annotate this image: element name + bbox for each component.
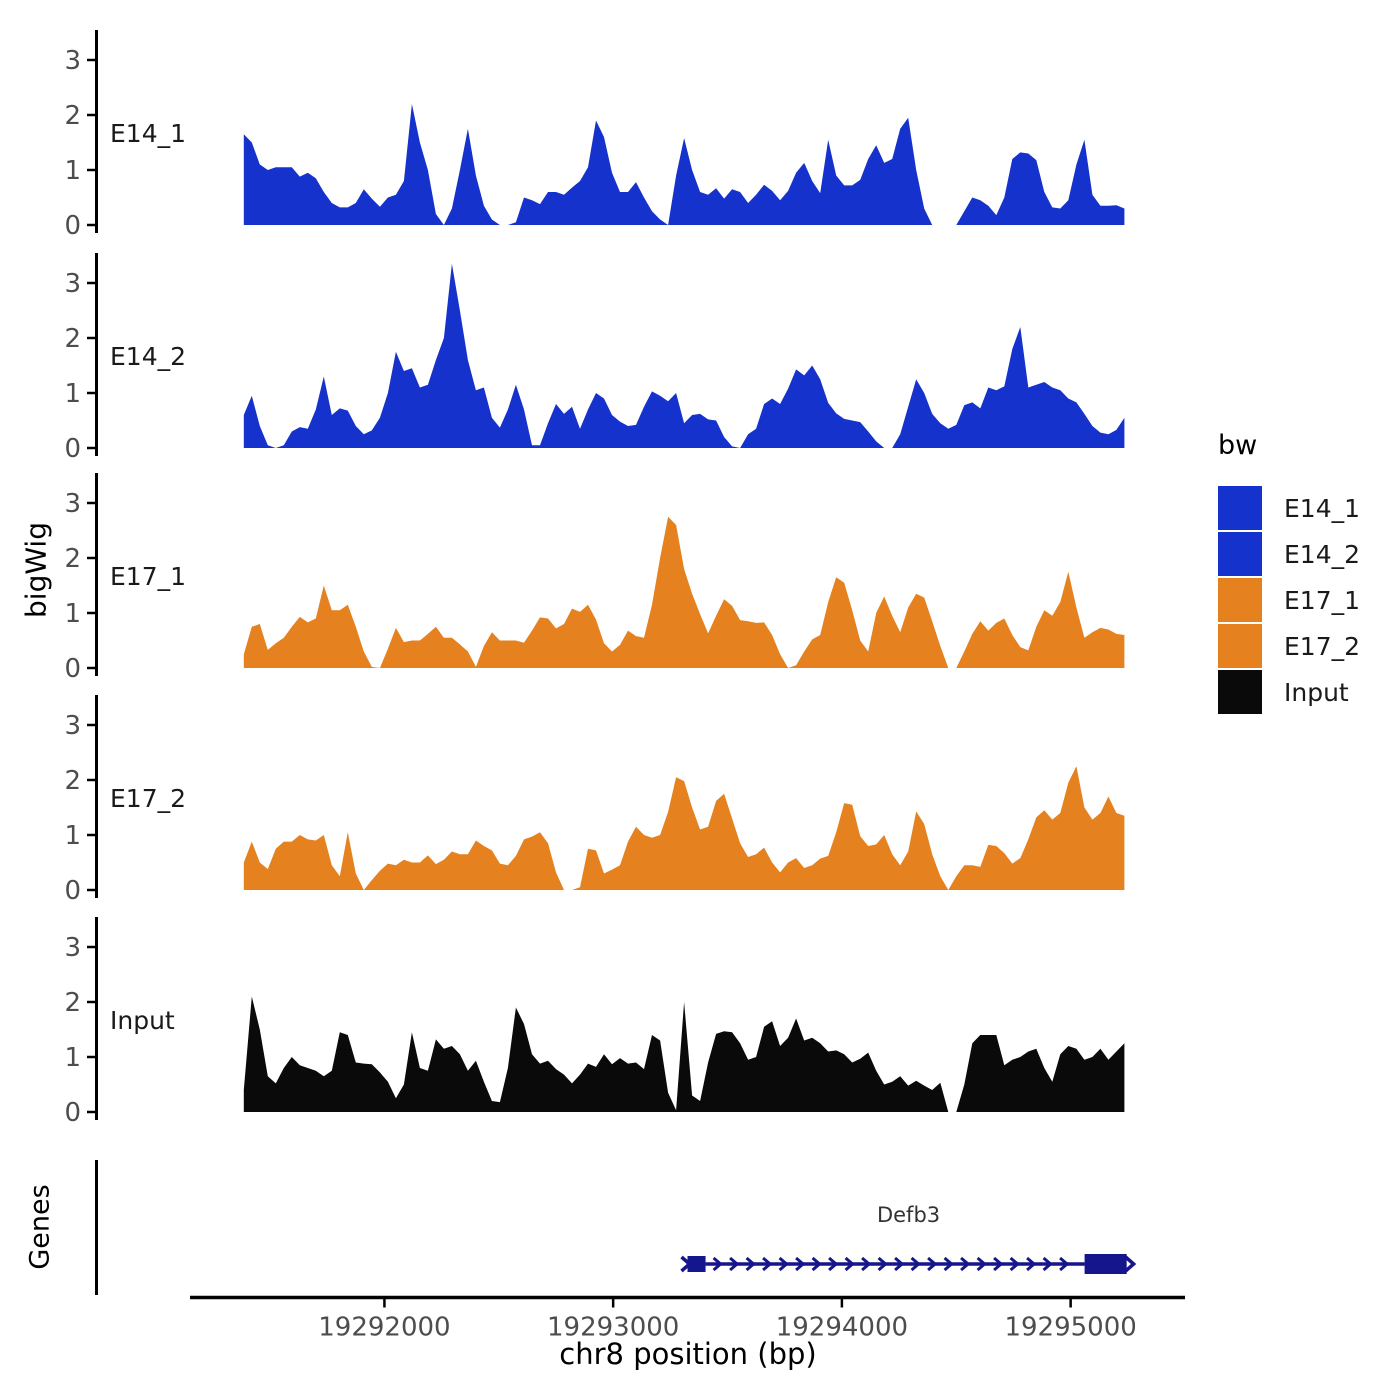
facet-Input: 0 1 2 3 Input (64, 917, 1125, 1128)
y-tick-label-E14_1-1: 1 (64, 156, 81, 186)
facet-E14_2: 0 1 2 3 E14_2 (64, 253, 1125, 464)
strand-arrow-icon (1009, 1256, 1020, 1272)
y-tick-label-E14_2-3: 3 (64, 269, 81, 299)
legend-label-E17_2: E17_2 (1284, 631, 1361, 661)
gene-name-label: Defb3 (877, 1203, 940, 1227)
gene-model-Defb3: Defb3 (680, 1203, 1137, 1274)
y-tick-label-E17_1-1: 1 (64, 599, 81, 629)
legend-label-E14_1: E14_1 (1284, 493, 1361, 523)
strand-arrow-icon (762, 1256, 773, 1272)
legend-entries: E14_1 E14_2 E17_1 E17_2 Input (1218, 485, 1360, 715)
x-tick-label-19295000: 19295000 (1004, 1313, 1136, 1343)
strand-arrow-icon (910, 1256, 921, 1272)
strand-arrow-icon (729, 1256, 740, 1272)
legend-swatch-E17_2 (1218, 624, 1262, 668)
y-tick-label-E14_2-1: 1 (64, 379, 81, 409)
area-Input (243, 996, 1125, 1112)
track-label-E17_1: E17_1 (110, 562, 186, 591)
legend-swatch-E14_2 (1218, 532, 1262, 576)
gene-exon (687, 1256, 706, 1272)
area-E14_2 (243, 263, 1125, 448)
strand-arrow-icon (894, 1256, 905, 1272)
legend-label-Input: Input (1284, 677, 1349, 707)
facet-E17_1: 0 1 2 3 E17_1 (64, 473, 1125, 684)
track-label-E17_2: E17_2 (110, 784, 186, 813)
legend: bw E14_1 E14_2 E17_1 E17_2 Input (1218, 430, 1360, 715)
y-tick-label-E14_1-2: 2 (64, 101, 81, 131)
y-tick-label-E14_2-0: 0 (64, 434, 81, 464)
strand-arrow-icon (927, 1256, 938, 1272)
y-tick-label-Input-3: 3 (64, 933, 81, 963)
x-tick-label-19292000: 19292000 (318, 1313, 450, 1343)
legend-entry-E14_1: E14_1 (1218, 485, 1360, 531)
y-tick-label-E17_2-2: 2 (64, 766, 81, 796)
y-tick-label-E17_1-2: 2 (64, 544, 81, 574)
y-tick-label-Input-1: 1 (64, 1043, 81, 1073)
legend-label-E17_1: E17_1 (1284, 585, 1361, 615)
area-E17_2 (243, 766, 1125, 890)
strand-arrow-icon (1059, 1256, 1070, 1272)
track-label-E14_2: E14_2 (110, 342, 186, 371)
y-tick-label-Input-2: 2 (64, 988, 81, 1018)
track-label-Input: Input (110, 1006, 175, 1035)
legend-swatch-E14_1 (1218, 486, 1262, 530)
x-tick-label-19294000: 19294000 (776, 1313, 908, 1343)
strand-arrow-icon (976, 1256, 987, 1272)
strand-arrow-icon (993, 1256, 1004, 1272)
strand-arrow-icon (778, 1256, 789, 1272)
legend-entry-E17_1: E17_1 (1218, 577, 1360, 623)
strand-arrow-icon (811, 1256, 822, 1272)
y-tick-label-E17_1-3: 3 (64, 489, 81, 519)
y-axis-title: bigWig (19, 522, 53, 618)
strand-arrow-icon (960, 1256, 971, 1272)
y-tick-label-E17_2-1: 1 (64, 821, 81, 851)
x-tick-label-19293000: 19293000 (547, 1313, 679, 1343)
strand-arrow-icon (943, 1256, 954, 1272)
strand-arrow-icon (877, 1256, 888, 1272)
y-tick-label-E14_1-3: 3 (64, 46, 81, 76)
area-E17_1 (243, 516, 1125, 668)
legend-entry-E14_2: E14_2 (1218, 531, 1360, 577)
track-label-E14_1: E14_1 (110, 119, 186, 148)
strand-arrow-icon (1042, 1256, 1053, 1272)
legend-swatch-E17_1 (1218, 578, 1262, 622)
legend-entry-E17_2: E17_2 (1218, 623, 1360, 669)
legend-swatch-Input (1218, 670, 1262, 714)
legend-title: bw (1218, 430, 1258, 461)
strand-arrow-icon (795, 1256, 806, 1272)
strand-arrow-icon (1026, 1256, 1037, 1272)
strand-arrow-icon (745, 1256, 756, 1272)
strand-arrow-icon (828, 1256, 839, 1272)
genes-track-title: Genes (24, 1184, 56, 1270)
gene-exon (1084, 1254, 1127, 1274)
legend-entry-Input: Input (1218, 669, 1360, 715)
x-axis-title: chr8 position (bp) (559, 1337, 817, 1371)
y-tick-label-E14_1-0: 0 (64, 211, 81, 241)
y-tick-label-E17_2-0: 0 (64, 876, 81, 906)
strand-arrow-icon (844, 1256, 855, 1272)
legend-label-E14_2: E14_2 (1284, 539, 1361, 569)
gene-end-arrow-icon (1124, 1255, 1137, 1273)
facet-E14_1: 0 1 2 3 E14_1 (64, 30, 1125, 241)
strand-arrow-icon (861, 1256, 872, 1272)
strand-arrow-icon (712, 1256, 723, 1272)
y-tick-label-E17_1-0: 0 (64, 654, 81, 684)
y-tick-label-E14_2-2: 2 (64, 324, 81, 354)
y-tick-label-E17_2-3: 3 (64, 711, 81, 741)
area-E14_1 (243, 104, 1125, 225)
y-tick-label-Input-0: 0 (64, 1098, 81, 1128)
facet-E17_2: 0 1 2 3 E17_2 (64, 695, 1125, 906)
